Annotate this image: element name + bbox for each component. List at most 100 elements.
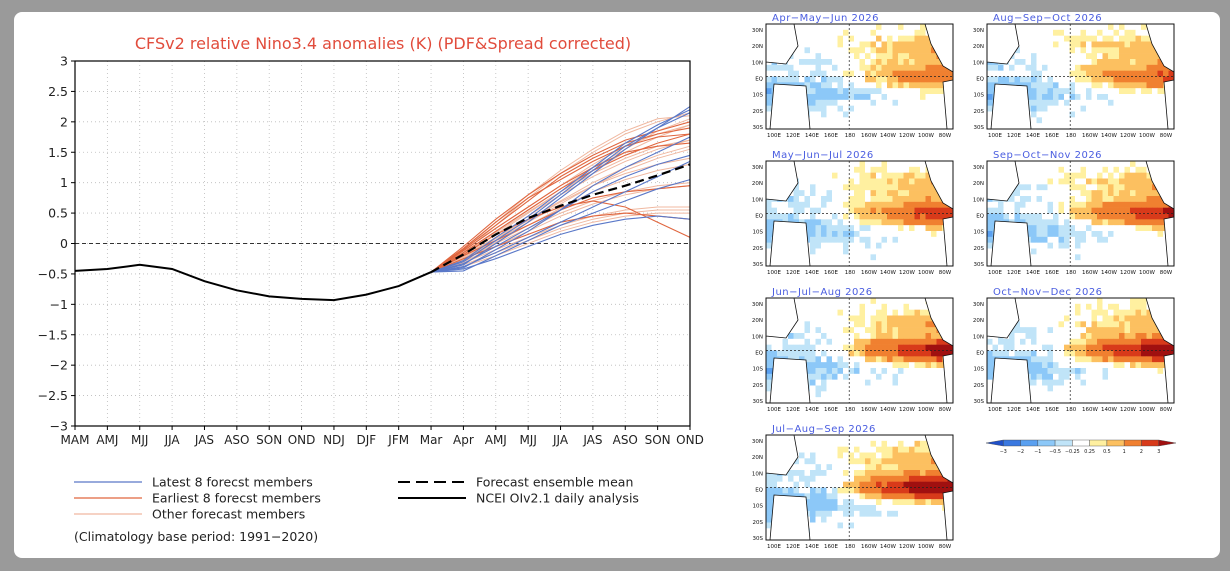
- sst-cell: [832, 35, 838, 42]
- sst-cell: [804, 464, 811, 471]
- sst-cell: [881, 522, 888, 529]
- sst-cell: [870, 254, 877, 261]
- sst-cell: [865, 99, 871, 106]
- sst-cell: [854, 254, 860, 261]
- sst-cell: [821, 225, 827, 232]
- sst-cell: [1141, 309, 1147, 316]
- sst-cell: [1036, 105, 1043, 112]
- sst-cell: [810, 534, 816, 541]
- sst-cell: [799, 338, 805, 345]
- sst-cell: [920, 260, 926, 267]
- sst-cell: [854, 303, 860, 310]
- sst-cell: [810, 298, 816, 305]
- colorbar-segment: [1141, 439, 1159, 447]
- sst-cell: [925, 315, 932, 322]
- sst-cell: [826, 391, 833, 398]
- sst-cell: [843, 493, 849, 500]
- sst-cell: [887, 534, 893, 541]
- sst-cell: [832, 458, 838, 465]
- sst-cell: [1157, 254, 1164, 261]
- sst-cell: [1069, 315, 1076, 322]
- sst-cell: [876, 397, 882, 404]
- sst-cell: [987, 368, 993, 375]
- sst-cell: [1031, 35, 1037, 42]
- sst-cell: [931, 356, 937, 363]
- sst-cell: [925, 338, 932, 345]
- sst-cell: [1064, 94, 1070, 101]
- sst-cell: [1119, 161, 1125, 168]
- sst-cell: [1053, 248, 1059, 255]
- sst-cell: [925, 76, 932, 83]
- sst-cell: [1108, 379, 1114, 386]
- plot-border: [74, 60, 691, 427]
- sst-cell: [1069, 190, 1076, 197]
- sst-cell: [1124, 373, 1131, 380]
- sst-cell: [1097, 166, 1103, 173]
- sst-cell: [903, 452, 910, 459]
- lat-label: 20S: [974, 109, 985, 115]
- sst-cell: [920, 99, 926, 106]
- sst-cell: [1135, 94, 1142, 101]
- sst-cell: [920, 47, 926, 54]
- sst-cell: [1141, 373, 1147, 380]
- land-mass: [769, 83, 811, 130]
- sst-cell: [1157, 201, 1164, 208]
- sst-cell: [903, 123, 910, 130]
- sst-cell: [810, 207, 816, 214]
- sst-cell: [1146, 362, 1153, 369]
- sst-cell: [854, 41, 860, 48]
- sst-cell: [821, 522, 827, 529]
- sst-cell: [837, 178, 844, 185]
- sst-cell: [1075, 379, 1081, 386]
- sst-cell: [903, 303, 910, 310]
- sst-cell: [909, 470, 915, 477]
- sst-cell: [892, 499, 899, 506]
- sst-cell: [1047, 178, 1054, 185]
- sst-cell: [1152, 362, 1158, 369]
- sst-cell: [1036, 64, 1043, 71]
- sst-cell: [887, 344, 893, 351]
- sst-cell: [1031, 350, 1037, 357]
- sst-cell: [876, 298, 882, 305]
- sst-cell: [1119, 356, 1125, 363]
- sst-cell: [1119, 207, 1125, 214]
- sst-cell: [887, 184, 893, 191]
- sst-cell: [1069, 213, 1076, 220]
- sst-cell: [1130, 321, 1136, 328]
- sst-cell: [1047, 219, 1054, 226]
- sst-cell: [1097, 213, 1103, 220]
- sst-cell: [771, 481, 778, 488]
- sst-cell: [914, 391, 921, 398]
- sst-cell: [1058, 327, 1065, 334]
- sst-cell: [903, 379, 910, 386]
- sst-cell: [1119, 333, 1125, 340]
- sst-cell: [1113, 99, 1120, 106]
- sst-cell: [1036, 82, 1043, 89]
- sst-cell: [925, 493, 932, 500]
- sst-cell: [898, 94, 904, 101]
- sst-cell: [892, 172, 899, 179]
- sst-cell: [1080, 178, 1087, 185]
- sst-cell: [766, 350, 772, 357]
- sst-cell: [1157, 236, 1164, 243]
- sst-cell: [1036, 161, 1043, 168]
- lon-label: 120W: [899, 544, 915, 550]
- lat-label: EQ: [755, 488, 763, 494]
- sst-cell: [815, 338, 822, 345]
- sst-cell: [821, 510, 827, 517]
- sst-cell: [766, 201, 772, 208]
- sst-cell: [826, 481, 833, 488]
- sst-cell: [1058, 362, 1065, 369]
- sst-cell: [843, 70, 849, 77]
- sst-cell: [1091, 397, 1098, 404]
- sst-cell: [1108, 397, 1114, 404]
- sst-cell: [1086, 111, 1092, 118]
- sst-cell: [1042, 356, 1048, 363]
- sst-cell: [1031, 190, 1037, 197]
- sst-cell: [1014, 184, 1021, 191]
- sst-cell: [1086, 333, 1092, 340]
- sst-cell: [771, 350, 778, 357]
- sst-cell: [843, 385, 849, 392]
- sst-cell: [1152, 196, 1158, 203]
- sst-cell: [881, 24, 888, 31]
